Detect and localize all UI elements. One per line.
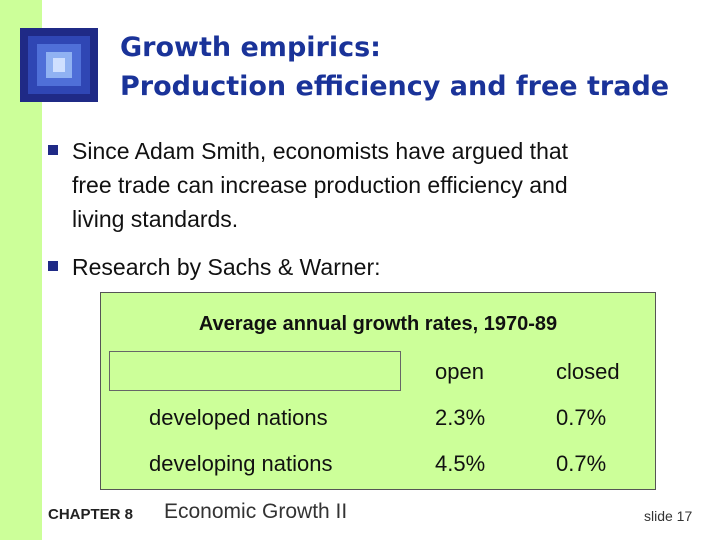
cell-developed-open: 2.3% (435, 405, 486, 430)
column-header-closed: closed (556, 359, 620, 384)
cell-developed-closed: 0.7% (556, 405, 607, 430)
footer-chapter-label: CHAPTER 8 (48, 506, 134, 523)
bullet-1-line-3: living standards. (72, 206, 239, 232)
cell-developing-open: 4.5% (435, 451, 486, 476)
slide-title: Growth empirics: Production efficiency a… (120, 28, 710, 106)
bullet-1-line-2: free trade can increase production effic… (72, 172, 568, 198)
growth-rates-table: Average annual growth rates, 1970-89 ope… (100, 292, 656, 490)
square-bullet-icon (48, 261, 58, 271)
column-header-open: open (435, 359, 484, 384)
title-line-1: Growth empirics: (120, 32, 381, 63)
table-caption: Average annual growth rates, 1970-89 (198, 313, 558, 335)
row-label-developed: developed nations (149, 405, 328, 430)
footer-title: Economic Growth II (164, 500, 348, 523)
square-bullet-icon (48, 145, 58, 155)
slide-number: slide 17 (644, 508, 693, 524)
table-header-empty-cell (109, 351, 401, 391)
row-label-developing: developing nations (149, 451, 333, 476)
title-line-2: Production efficiency and free trade (120, 71, 670, 102)
bullet-1-line-1: Since Adam Smith, economists have argued… (72, 138, 569, 164)
logo-icon (20, 28, 98, 102)
bullet-2-line-1: Research by Sachs & Warner: (72, 254, 381, 280)
cell-developing-closed: 0.7% (556, 451, 607, 476)
